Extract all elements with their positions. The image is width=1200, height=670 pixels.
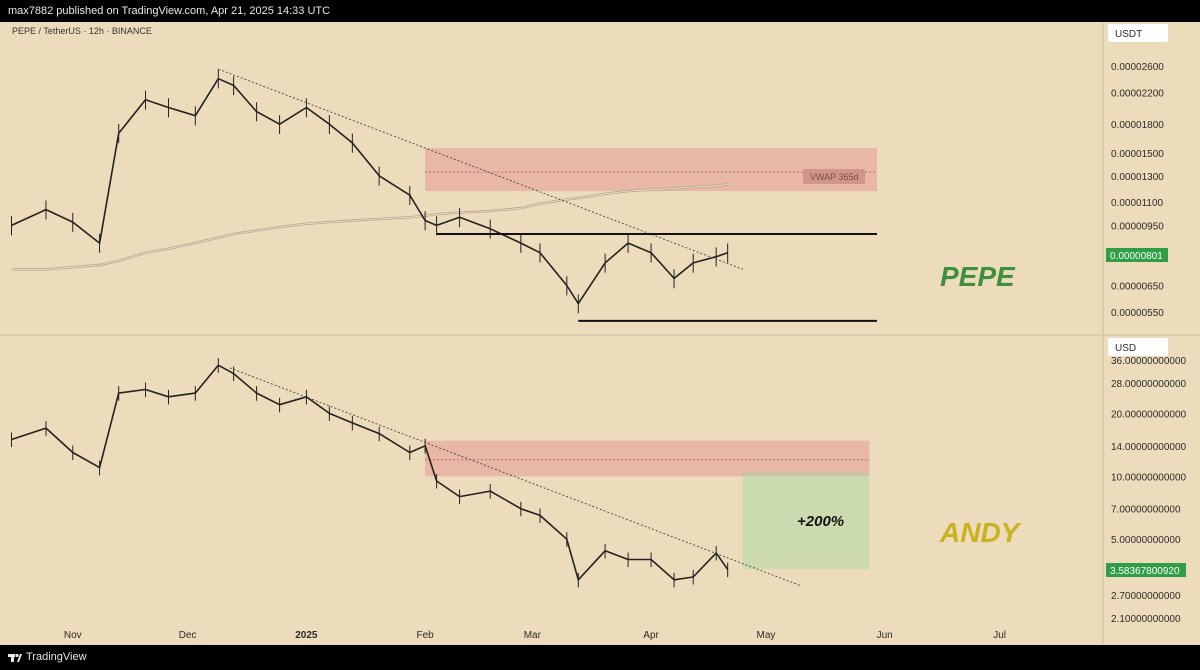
- x-tick-label: May: [757, 630, 776, 641]
- andy-y-tick: 2.10000000000: [1111, 614, 1181, 625]
- andy-y-tick: 20.00000000000: [1111, 409, 1187, 420]
- pepe-y-tick: 0.00001100: [1111, 198, 1164, 209]
- vwap-label: VWAP 365d: [810, 172, 859, 182]
- pepe-price-axis[interactable]: 0.00002600 0.00002200 0.00001800 0.00001500…: [1111, 62, 1164, 319]
- vwap-label-box: [803, 169, 865, 184]
- pepe-y-tick: 0.00001800: [1111, 120, 1164, 131]
- x-tick-label: Apr: [643, 630, 659, 641]
- tradingview-brand: TradingView: [26, 651, 87, 663]
- andy-asset-label: ANDY: [939, 517, 1022, 548]
- x-tick-label: Nov: [64, 630, 82, 641]
- currency-label-usd: USD: [1115, 343, 1136, 354]
- andy-y-tick: 2.70000000000: [1111, 591, 1181, 602]
- pepe-y-tick: 0.00000950: [1111, 221, 1164, 232]
- andy-y-tick: 10.00000000000: [1111, 472, 1187, 483]
- x-tick-label: Mar: [524, 630, 542, 641]
- pepe-asset-label: PEPE: [940, 261, 1016, 292]
- pepe-y-tick: 0.00000650: [1111, 282, 1164, 293]
- andy-pane[interactable]: [10, 358, 870, 588]
- andy-downtrend-line: [229, 367, 801, 587]
- pepe-y-tick: 0.00001500: [1111, 149, 1164, 160]
- pepe-price-tag-text: 0.00000801: [1110, 251, 1163, 262]
- currency-label-usdt: USDT: [1115, 29, 1142, 40]
- chart-canvas[interactable]: PEPE / TetherUS · 12h · BINANCE USDT USD…: [0, 22, 1200, 645]
- pepe-price-tag: [1106, 248, 1168, 262]
- footer-bar: TradingView: [0, 645, 1200, 670]
- andy-price-tag-text: 3.58367800920: [1110, 566, 1180, 577]
- pepe-pane[interactable]: [10, 68, 878, 322]
- pepe-downtrend-line: [218, 68, 744, 270]
- currency-box-usdt[interactable]: [1108, 24, 1168, 42]
- publish-text: max7882 published on TradingView.com, Ap…: [8, 5, 331, 17]
- tradingview-logo-icon: [8, 653, 22, 662]
- chart-background: [0, 22, 1200, 645]
- andy-y-tick: 14.00000000000: [1111, 442, 1187, 453]
- x-tick-label: Feb: [416, 630, 434, 641]
- pepe-resistance-zone: [425, 147, 878, 192]
- andy-price-tag: [1106, 563, 1186, 577]
- vwap-365d-highlight: [11, 184, 728, 270]
- target-label: +200%: [797, 513, 844, 530]
- andy-y-tick: 28.00000000000: [1111, 379, 1187, 390]
- andy-resistance-zone: [425, 440, 870, 477]
- currency-box-usd[interactable]: [1108, 338, 1168, 356]
- andy-target-zone: [742, 471, 870, 570]
- andy-price-line: [11, 364, 729, 581]
- pepe-y-tick: 0.00001300: [1111, 172, 1164, 183]
- pepe-y-tick: 0.00002600: [1111, 62, 1164, 73]
- x-tick-label: Dec: [179, 630, 197, 641]
- publish-header: max7882 published on TradingView.com, Ap…: [0, 0, 1200, 22]
- andy-y-tick: 5.00000000000: [1111, 535, 1181, 546]
- x-tick-label: 2025: [295, 630, 318, 641]
- andy-y-tick: 7.00000000000: [1111, 505, 1181, 516]
- andy-price-axis[interactable]: 36.00000000000 28.00000000000 20.000000000…: [1111, 356, 1187, 625]
- pepe-y-tick: 0.00000550: [1111, 308, 1164, 319]
- x-tick-label: Jul: [993, 630, 1006, 641]
- symbol-label: PEPE / TetherUS · 12h · BINANCE: [12, 26, 152, 36]
- pepe-price-line: [11, 77, 728, 305]
- andy-y-tick: 36.00000000000: [1111, 356, 1187, 367]
- x-tick-label: Jun: [877, 630, 893, 641]
- time-axis[interactable]: Nov Dec 2025 Feb Mar Apr May Jun Jul: [64, 630, 1006, 641]
- pepe-y-tick: 0.00002200: [1111, 88, 1164, 99]
